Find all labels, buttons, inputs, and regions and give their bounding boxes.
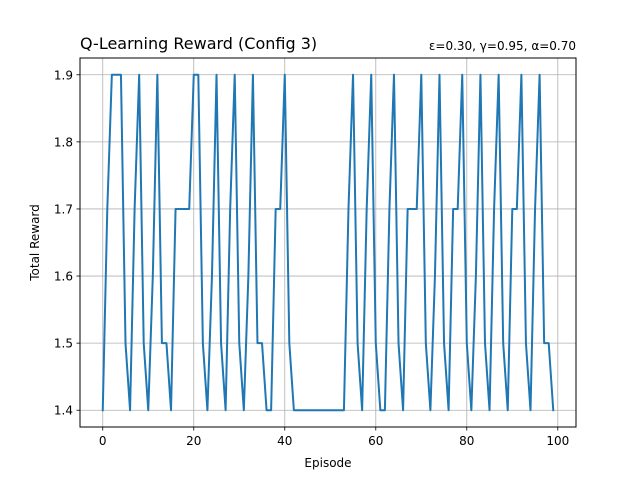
y-axis-label: Total Reward (28, 204, 42, 282)
x-tick-label: 0 (99, 434, 107, 448)
y-tick-label: 1.7 (54, 202, 73, 216)
y-tick-label: 1.9 (54, 68, 73, 82)
x-tick-label: 80 (459, 434, 474, 448)
x-axis-label: Episode (304, 456, 351, 470)
chart-subtitle: ε=0.30, γ=0.95, α=0.70 (429, 39, 576, 53)
y-tick-label: 1.5 (54, 337, 73, 351)
series-line (101, 73, 555, 412)
y-tick-label: 1.6 (54, 270, 73, 284)
y-tick-label: 1.8 (54, 135, 73, 149)
x-tick-label: 20 (186, 434, 201, 448)
x-tick-label: 60 (368, 434, 383, 448)
y-tick-label: 1.4 (54, 404, 73, 418)
plot-frame (79, 57, 577, 428)
x-tick-label: 100 (546, 434, 569, 448)
chart-title: Q-Learning Reward (Config 3) (80, 34, 317, 53)
ticks: 0 20 40 60 80 100 1.4 1.5 1.6 1.7 1.8 1.9 (54, 68, 569, 448)
x-tick-label: 40 (277, 434, 292, 448)
series-layer (101, 73, 555, 412)
